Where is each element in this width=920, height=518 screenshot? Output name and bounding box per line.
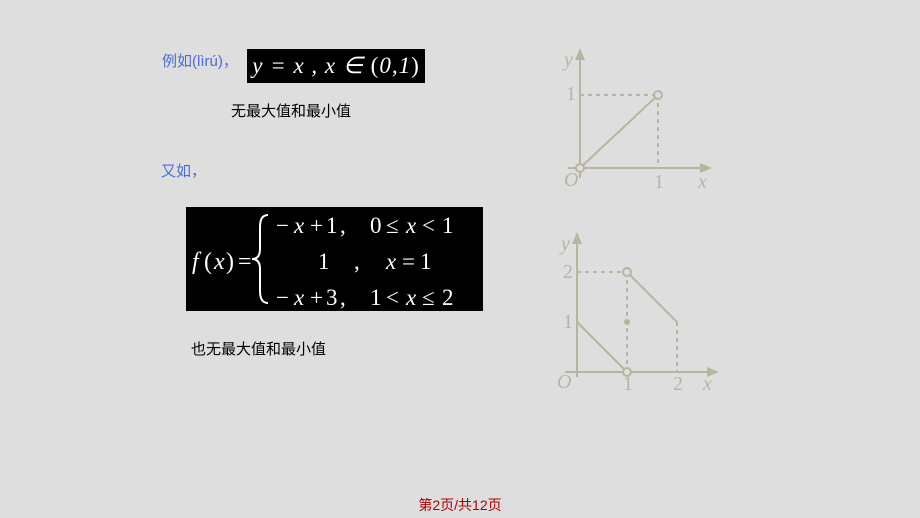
example2-heading: 又如， (161, 160, 206, 181)
svg-text:0: 0 (370, 213, 382, 238)
formula2-box: f ( x ) = − x + 1 , 0 ≤ x < 1 1 , (186, 207, 483, 311)
graph1-xlabel: x (697, 171, 707, 193)
svg-text:x: x (385, 249, 397, 274)
graph1-origin: O (564, 169, 578, 191)
svg-text:x: x (405, 213, 417, 238)
svg-text:1: 1 (318, 249, 330, 274)
graph2-ytick2: 2 (563, 261, 573, 283)
svg-text:,: , (340, 213, 346, 238)
graph1-ylabel: y (562, 49, 573, 71)
svg-text:−: − (276, 213, 289, 238)
svg-text:): ) (226, 249, 234, 275)
svg-text:+: + (310, 285, 323, 310)
example1-heading: 例如(lìrú)， (162, 50, 238, 71)
svg-text:2: 2 (442, 285, 454, 310)
svg-text:f: f (192, 249, 202, 275)
svg-text:=: = (402, 249, 415, 274)
page-number: 第2页/共12页 (0, 495, 920, 515)
svg-text:+: + (310, 213, 323, 238)
graph2-xlabel: x (702, 373, 712, 395)
formula1-text: y = x , x ∈ (0,1) (252, 53, 420, 79)
graph1: y x O 1 1 (550, 48, 720, 203)
svg-text:,: , (340, 285, 346, 310)
svg-text:=: = (238, 249, 252, 275)
graph2-ylabel: y (559, 233, 570, 255)
graph2-ytick1: 1 (563, 311, 573, 333)
svg-text:1: 1 (442, 213, 454, 238)
svg-text:≤: ≤ (422, 285, 435, 310)
svg-text:x: x (293, 213, 305, 238)
slide: 例如(lìrú)， y = x , x ∈ (0,1) 无最大值和最小值 又如，… (0, 0, 920, 518)
svg-text:(: ( (204, 249, 212, 275)
svg-text:x: x (405, 285, 417, 310)
note1: 无最大值和最小值 (231, 100, 351, 121)
svg-text:1: 1 (420, 249, 432, 274)
svg-text:1: 1 (370, 285, 382, 310)
graph2: y x O 1 2 1 2 (537, 232, 727, 402)
svg-text:1: 1 (326, 213, 338, 238)
svg-text:x: x (213, 249, 225, 275)
svg-text:,: , (354, 249, 360, 274)
svg-text:−: − (276, 285, 289, 310)
formula1-box: y = x , x ∈ (0,1) (247, 49, 425, 83)
graph1-xtick: 1 (654, 171, 664, 193)
svg-text:<: < (422, 213, 435, 238)
note2: 也无最大值和最小值 (191, 338, 326, 359)
svg-text:≤: ≤ (386, 213, 399, 238)
svg-text:3: 3 (326, 285, 338, 310)
svg-text:x: x (293, 285, 305, 310)
graph1-ytick: 1 (566, 83, 576, 105)
graph2-origin: O (557, 371, 571, 393)
svg-text:<: < (386, 285, 399, 310)
graph2-xtick1: 1 (623, 373, 633, 395)
graph2-xtick2: 2 (673, 373, 683, 395)
